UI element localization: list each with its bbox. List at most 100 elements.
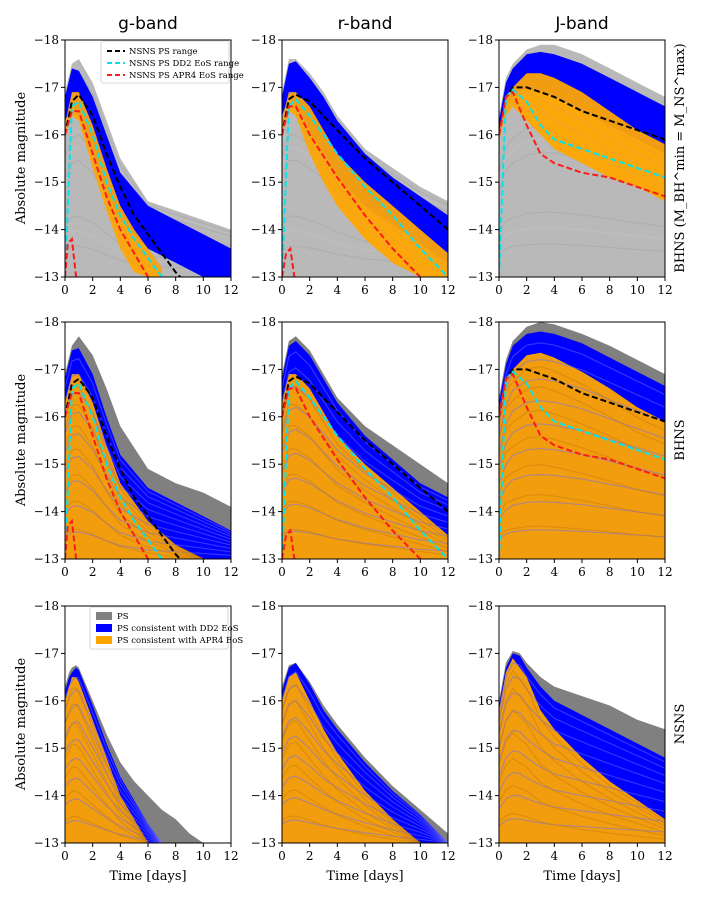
x-tick-label-BHNS-J: 8 [606, 565, 614, 579]
x-tick-label-BHNS-J: 6 [578, 565, 586, 579]
dd2-lc-strand-BHNS-r [282, 503, 448, 545]
x-tick-label-NSNS-r: 8 [389, 849, 397, 863]
dd2-lc-strand-NSNS-r [282, 716, 448, 843]
dd2-lc-strand-BHNS-g [65, 357, 231, 533]
x-tick-label-BHNS-g: 10 [196, 565, 211, 579]
x-tick-label-BHNS-J: 12 [657, 565, 672, 579]
dd2-lc-strand-BHNS-g [65, 433, 231, 543]
dd2-lc-strand-NSNS-r [282, 735, 448, 843]
plot-area-BHNS_min-J [499, 44, 665, 277]
ps-range-line-BHNS-J [499, 368, 665, 423]
plot-area-NSNS-J [499, 651, 665, 843]
apr4-lc-strand-NSNS-r [282, 684, 421, 843]
apr4-range-line-BHNS_min-r [282, 105, 422, 277]
x-tick-label-BHNS-g: 4 [117, 565, 125, 579]
apr4-lc-strand-BHNS_min-g [65, 101, 163, 272]
x-tick-label-BHNS_min-J: 12 [657, 283, 672, 297]
x-tick-label-BHNS_min-r: 2 [306, 283, 314, 297]
band-title-J: J-band [554, 14, 608, 34]
y-tick-label-BHNS-g: −15 [34, 457, 59, 471]
y-tick-label-NSNS-J: −15 [468, 741, 493, 755]
dd2-lc-strand-NSNS-r [282, 819, 448, 843]
x-tick-label-NSNS-J: 0 [495, 849, 503, 863]
apr4-lc-strand-BHNS_min-r [282, 99, 448, 264]
apr4-envelope-BHNS-g [65, 374, 204, 559]
panel-BHNS_min-g: 0 2 4 6 8 10 12 −18 −17 −16 −15 −14 −13 [34, 33, 239, 297]
x-tick-label-BHNS_min-g: 8 [172, 283, 180, 297]
y-tick-label-BHNS_min-J: −18 [468, 33, 493, 47]
y-tick-label-BHNS-r: −14 [251, 505, 277, 519]
apr4-lc-strand-NSNS-J [499, 732, 665, 830]
row-label-bhns-min: BHNS (M_BH^min = M_NS^max) [673, 43, 688, 272]
apr4-lc-strand-NSNS-J [499, 708, 665, 827]
apr4-lc-strand-NSNS-J [499, 812, 665, 840]
legend-label-apr4: PS consistent with APR4 EoS [117, 636, 243, 646]
apr4-lc-strand-BHNS-J [499, 494, 665, 517]
dd2-range-line-BHNS-J [499, 370, 665, 559]
x-tick-label-NSNS-g: 2 [89, 849, 97, 863]
apr4-lc-strand-BHNS-r [282, 500, 448, 553]
x-tick-label-NSNS-r: 2 [306, 849, 314, 863]
x-tick-label-NSNS-J: 10 [630, 849, 645, 863]
y-tick-label-BHNS_min-g: −13 [34, 270, 59, 284]
dd2-lc-strand-NSNS-r [282, 754, 448, 843]
apr4-lc-strand-NSNS-r [282, 720, 421, 843]
legend-patch-dd2 [96, 624, 112, 632]
y-tick-label-NSNS-J: −17 [468, 646, 493, 660]
line-legend-box [100, 40, 230, 84]
y-tick-label-BHNS-g: −17 [34, 362, 59, 376]
y-tick-label-NSNS-g: −18 [34, 599, 59, 613]
dd2-lc-strand-NSNS-r [282, 684, 448, 843]
x-tick-label-NSNS-r: 4 [334, 849, 342, 863]
y-tick-label-BHNS-r: −15 [251, 457, 276, 471]
legend-label-apr4-range: NSNS PS APR4 EoS range [129, 71, 244, 81]
patch-legend: PS PS consistent with DD2 EoS PS consist… [89, 606, 243, 650]
x-tick-label-BHNS_min-r: 4 [334, 283, 342, 297]
panel-BHNS-g: 0 2 4 6 8 10 12 −18 −17 −16 −15 −14 −13 [34, 315, 239, 579]
dd2-lc-strand-NSNS-J [499, 729, 665, 793]
y-tick-label-BHNS-J: −18 [468, 315, 493, 329]
panels: 0 2 4 6 8 10 12−18−17−16−15−14−130 2 4 6 8 10 12−18−… [34, 33, 673, 863]
y-tick-label-NSNS-g: −15 [34, 741, 59, 755]
apr4-lc-strand-NSNS-r [282, 700, 421, 843]
apr4-lc-strand-NSNS-J [499, 687, 665, 824]
dd2-lc-strand-BHNS-r [282, 367, 448, 506]
dd2-envelope-BHNS_min-r [282, 61, 448, 263]
apr4-lc-strand-BHNS-g [65, 473, 204, 559]
dd2-lc-strand-NSNS-g [65, 704, 163, 843]
y-tick-label-BHNS_min-r: −17 [251, 80, 276, 94]
x-tick-label-BHNS-r: 12 [440, 565, 455, 579]
x-tick-label-BHNS_min-J: 10 [630, 283, 645, 297]
y-tick-label-BHNS-J: −14 [468, 505, 494, 519]
x-tick-label-BHNS_min-g: 4 [117, 283, 125, 297]
x-tick-label-BHNS_min-r: 6 [361, 283, 369, 297]
x-tick-label-BHNS_min-g: 12 [223, 283, 238, 297]
dd2-lc-strand-NSNS-g [65, 689, 163, 843]
panel-NSNS-J: 0 2 4 6 8 10 12 −18 −17 −16 −15 −14 −13 [468, 599, 673, 863]
dd2-lc-strand-NSNS-J [499, 818, 665, 833]
y-tick-label-NSNS-r: −13 [251, 836, 276, 850]
apr4-lc-strand-NSNS-g [65, 766, 149, 843]
x-axis-label-r: Time [days] [326, 869, 403, 884]
y-tick-label-BHNS_min-g: −17 [34, 80, 59, 94]
y-tick-label-NSNS-r: −18 [251, 599, 276, 613]
apr4-range-line-BHNS_min-g [65, 110, 149, 277]
legend-label-ps: PS [117, 612, 129, 622]
y-tick-label-NSNS-g: −14 [34, 789, 60, 803]
apr4-range-line-BHNS-J [499, 372, 665, 480]
y-tick-label-NSNS-r: −16 [251, 694, 276, 708]
x-tick-label-BHNS_min-J: 8 [606, 283, 614, 297]
ps-range-line-BHNS-g [65, 377, 182, 559]
panel-BHNS-r: 0 2 4 6 8 10 12 −18 −17 −16 −15 −14 −13 [251, 315, 456, 579]
apr4-lc-strand-BHNS_min-r [282, 96, 448, 260]
x-tick-label-BHNS_min-J: 4 [551, 283, 559, 297]
x-tick-label-NSNS-r: 12 [440, 849, 455, 863]
apr4-lc-strand-NSNS-J [499, 784, 665, 837]
x-tick-label-BHNS_min-g: 0 [61, 283, 69, 297]
y-tick-label-BHNS-J: −16 [468, 410, 493, 424]
y-tick-label-BHNS-g: −13 [34, 552, 59, 566]
x-tick-label-BHNS-g: 8 [172, 565, 180, 579]
y-tick-label-BHNS-g: −14 [34, 505, 60, 519]
apr4-lc-strand-NSNS-J [499, 757, 665, 833]
apr4-range-line-BHNS-r [282, 387, 422, 559]
